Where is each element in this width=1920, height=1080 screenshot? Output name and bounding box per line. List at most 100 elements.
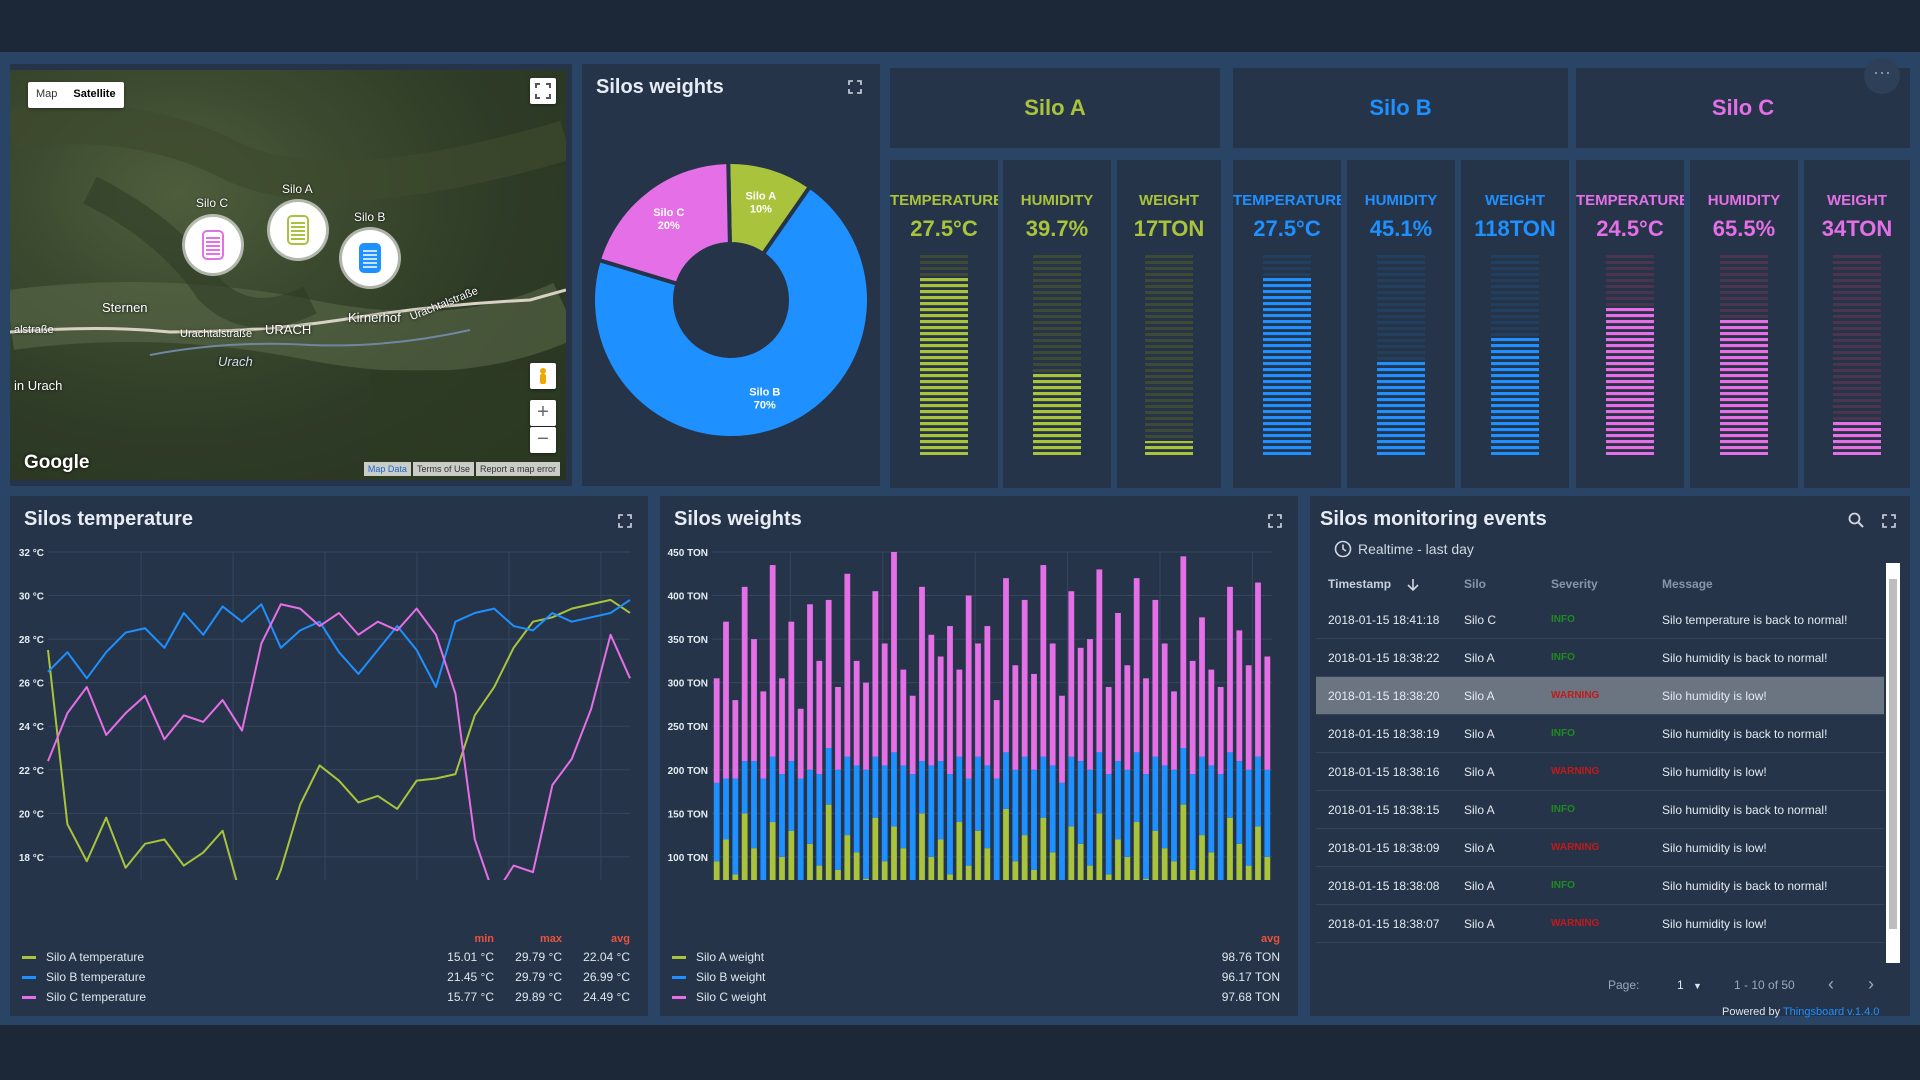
bar-silo-b-weight[interactable] <box>1152 756 1159 831</box>
bar-silo-a-weight[interactable] <box>816 865 823 880</box>
bar-silo-a-weight[interactable] <box>956 822 963 880</box>
bar-silo-a-weight[interactable] <box>1012 861 1019 880</box>
bar-silo-c-weight[interactable] <box>1161 643 1168 766</box>
bar-silo-c-weight[interactable] <box>1199 617 1205 757</box>
bar-silo-b-weight[interactable] <box>1021 756 1028 836</box>
bar-silo-b-weight[interactable] <box>1227 752 1233 818</box>
bar-silo-c-weight[interactable] <box>1180 556 1187 748</box>
pie-fullscreen-button[interactable] <box>848 80 862 94</box>
events-timewindow[interactable]: Realtime - last day <box>1334 540 1474 558</box>
bar-silo-b-weight[interactable] <box>1199 756 1205 836</box>
table-row[interactable]: 2018-01-15 18:38:08 Silo A INFO Silo humidi… <box>1316 867 1884 905</box>
bar-silo-b-weight[interactable] <box>1068 756 1075 827</box>
bar-silo-c-weight[interactable] <box>1217 687 1224 775</box>
bar-silo-b-weight[interactable] <box>863 769 869 879</box>
prev-page-button[interactable]: ‹ <box>1828 974 1834 994</box>
bar-silo-b-weight[interactable] <box>965 778 972 866</box>
bar-silo-c-weight[interactable] <box>1227 586 1233 753</box>
map-type-toggle[interactable]: Map Satellite <box>28 82 124 108</box>
bar-silo-b-weight[interactable] <box>853 765 860 853</box>
bar-silo-b-weight[interactable] <box>1143 774 1149 879</box>
bar-silo-c-weight[interactable] <box>844 573 851 757</box>
bar-silo-a-weight[interactable] <box>1171 861 1177 880</box>
bar-silo-c-weight[interactable] <box>909 695 916 775</box>
bar-silo-a-weight[interactable] <box>835 869 841 880</box>
bar-silo-b-weight[interactable] <box>797 778 804 880</box>
bar-silo-a-weight[interactable] <box>1068 826 1075 880</box>
satellite-map[interactable]: Map Satellite Silo C Silo A Silo B Stern… <box>10 70 566 480</box>
bar-silo-c-weight[interactable] <box>853 660 860 766</box>
bar-silo-c-weight[interactable] <box>788 621 795 762</box>
bar-silo-a-weight[interactable] <box>1077 843 1084 880</box>
bar-silo-c-weight[interactable] <box>825 599 832 748</box>
bar-silo-b-weight[interactable] <box>1189 774 1196 870</box>
series-line-silo-c-temperature[interactable] <box>47 603 631 880</box>
bar-silo-b-weight[interactable] <box>1255 756 1261 827</box>
bar-silo-b-weight[interactable] <box>713 782 720 862</box>
bar-silo-c-weight[interactable] <box>807 604 813 770</box>
bar-silo-c-weight[interactable] <box>1236 630 1243 762</box>
bar-silo-c-weight[interactable] <box>1115 612 1121 762</box>
bar-silo-c-weight[interactable] <box>975 643 981 757</box>
bar-silo-c-weight[interactable] <box>816 660 823 775</box>
bar-silo-c-weight[interactable] <box>928 634 935 766</box>
bar-silo-b-weight[interactable] <box>732 778 739 875</box>
column-silo[interactable]: Silo <box>1464 577 1487 591</box>
column-message[interactable]: Message <box>1662 577 1713 591</box>
report-error-link[interactable]: Report a map error <box>475 462 560 476</box>
map-data-link[interactable]: Map Data <box>363 462 411 476</box>
more-options-button[interactable]: ··· <box>1864 58 1900 94</box>
bar-silo-b-weight[interactable] <box>1133 752 1140 823</box>
bar-silo-c-weight[interactable] <box>872 591 879 757</box>
next-page-button[interactable]: › <box>1868 974 1874 994</box>
bar-silo-c-weight[interactable] <box>1245 665 1252 770</box>
legend-item[interactable]: Silo B temperature <box>22 970 145 984</box>
bar-silo-b-weight[interactable] <box>956 756 963 823</box>
bar-silo-a-weight[interactable] <box>947 874 953 880</box>
bar-silo-b-weight[interactable] <box>723 778 729 840</box>
bar-silo-a-weight[interactable] <box>881 861 888 880</box>
bar-silo-a-weight[interactable] <box>844 835 851 880</box>
bar-silo-b-weight[interactable] <box>891 752 897 827</box>
zoom-in-button[interactable]: + <box>530 400 556 426</box>
bar-silo-a-weight[interactable] <box>1021 835 1028 880</box>
bar-silo-b-weight[interactable] <box>1171 769 1177 862</box>
bar-silo-a-weight[interactable] <box>732 874 739 880</box>
bar-silo-b-weight[interactable] <box>1059 782 1065 880</box>
bar-silo-a-weight[interactable] <box>928 856 935 880</box>
bar-silo-c-weight[interactable] <box>1012 665 1019 770</box>
bar-silo-c-weight[interactable] <box>1003 578 1009 753</box>
bar-silo-a-weight[interactable] <box>807 843 813 880</box>
bar-silo-c-weight[interactable] <box>993 700 1000 779</box>
pie-slice-silo-b[interactable] <box>591 183 871 440</box>
table-row[interactable]: 2018-01-15 18:38:22 Silo A INFO Silo humidi… <box>1316 639 1884 677</box>
bar-silo-a-weight[interactable] <box>1040 817 1047 880</box>
bar-silo-b-weight[interactable] <box>1236 761 1243 844</box>
bar-silo-b-weight[interactable] <box>1012 769 1019 862</box>
bar-silo-c-weight[interactable] <box>1068 591 1075 757</box>
bar-silo-b-weight[interactable] <box>788 761 795 831</box>
terms-link[interactable]: Terms of Use <box>412 462 474 476</box>
bar-silo-c-weight[interactable] <box>1255 582 1261 757</box>
bar-silo-c-weight[interactable] <box>1087 639 1093 770</box>
bar-silo-b-weight[interactable] <box>881 765 888 862</box>
column-severity[interactable]: Severity <box>1551 577 1598 591</box>
events-search-button[interactable] <box>1848 512 1864 528</box>
bar-silo-b-weight[interactable] <box>1087 769 1093 866</box>
bar-silo-a-weight[interactable] <box>937 839 944 880</box>
bar-silo-c-weight[interactable] <box>1171 691 1177 770</box>
bar-silo-c-weight[interactable] <box>984 626 991 766</box>
bar-silo-a-weight[interactable] <box>919 813 925 880</box>
bar-silo-b-weight[interactable] <box>1161 765 1168 849</box>
bar-silo-a-weight[interactable] <box>1199 835 1205 880</box>
bar-silo-b-weight[interactable] <box>900 765 907 849</box>
bar-silo-b-weight[interactable] <box>1049 765 1056 853</box>
bar-silo-c-weight[interactable] <box>1264 656 1271 770</box>
bar-silo-a-weight[interactable] <box>1264 856 1271 880</box>
bar-silo-a-weight[interactable] <box>1096 813 1103 880</box>
bar-silo-b-weight[interactable] <box>928 765 935 857</box>
bar-silo-a-weight[interactable] <box>975 830 981 880</box>
map-pin-silo-c[interactable] <box>185 217 241 273</box>
bar-silo-b-weight[interactable] <box>984 765 991 849</box>
bar-silo-b-weight[interactable] <box>1217 774 1224 880</box>
